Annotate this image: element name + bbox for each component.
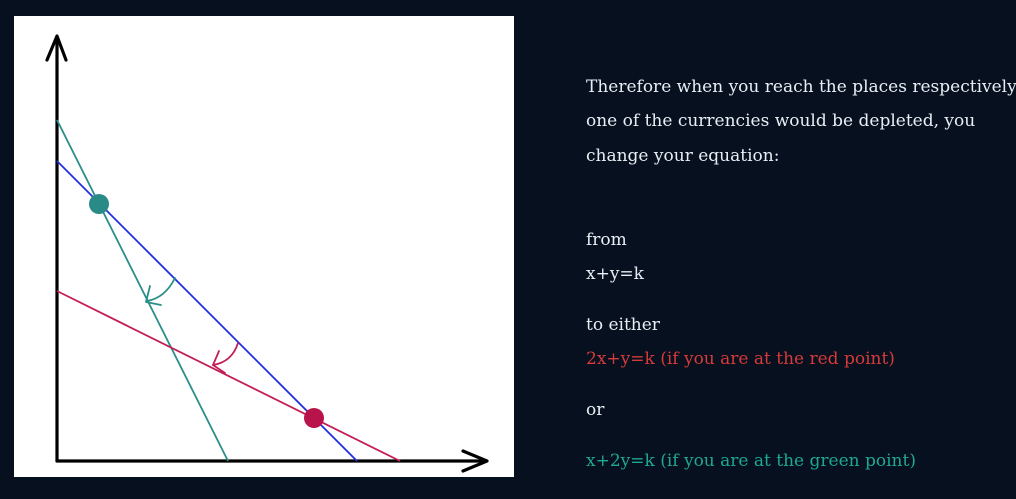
green-rotation-arrowhead — [145, 285, 162, 306]
line-2x-plus-y — [56, 290, 401, 462]
line-x-plus-2y — [56, 119, 229, 462]
diagram-panel — [14, 16, 514, 477]
original-equation: x+y=k — [586, 264, 644, 284]
from-label: from — [586, 230, 627, 250]
y-axis-arrowhead — [45, 34, 68, 62]
or-label: or — [586, 400, 605, 420]
green-rotation-arrow — [146, 277, 176, 302]
explanation-line-1: Therefore when you reach the places resp… — [586, 77, 1016, 97]
green-point — [89, 194, 109, 214]
red-rotation-arrowhead — [212, 350, 226, 374]
x-axis-arrowhead — [461, 449, 489, 473]
explanation-line-2: one of the currencies would be depleted,… — [586, 111, 976, 131]
red-point-equation: 2x+y=k (if you are at the red point) — [586, 349, 895, 369]
to-either-label: to either — [586, 315, 660, 335]
explanation-line-3: change your equation: — [586, 146, 780, 166]
red-point — [304, 408, 324, 428]
red-rotation-arrow — [212, 342, 239, 366]
green-point-equation: x+2y=k (if you are at the green point) — [586, 451, 916, 471]
